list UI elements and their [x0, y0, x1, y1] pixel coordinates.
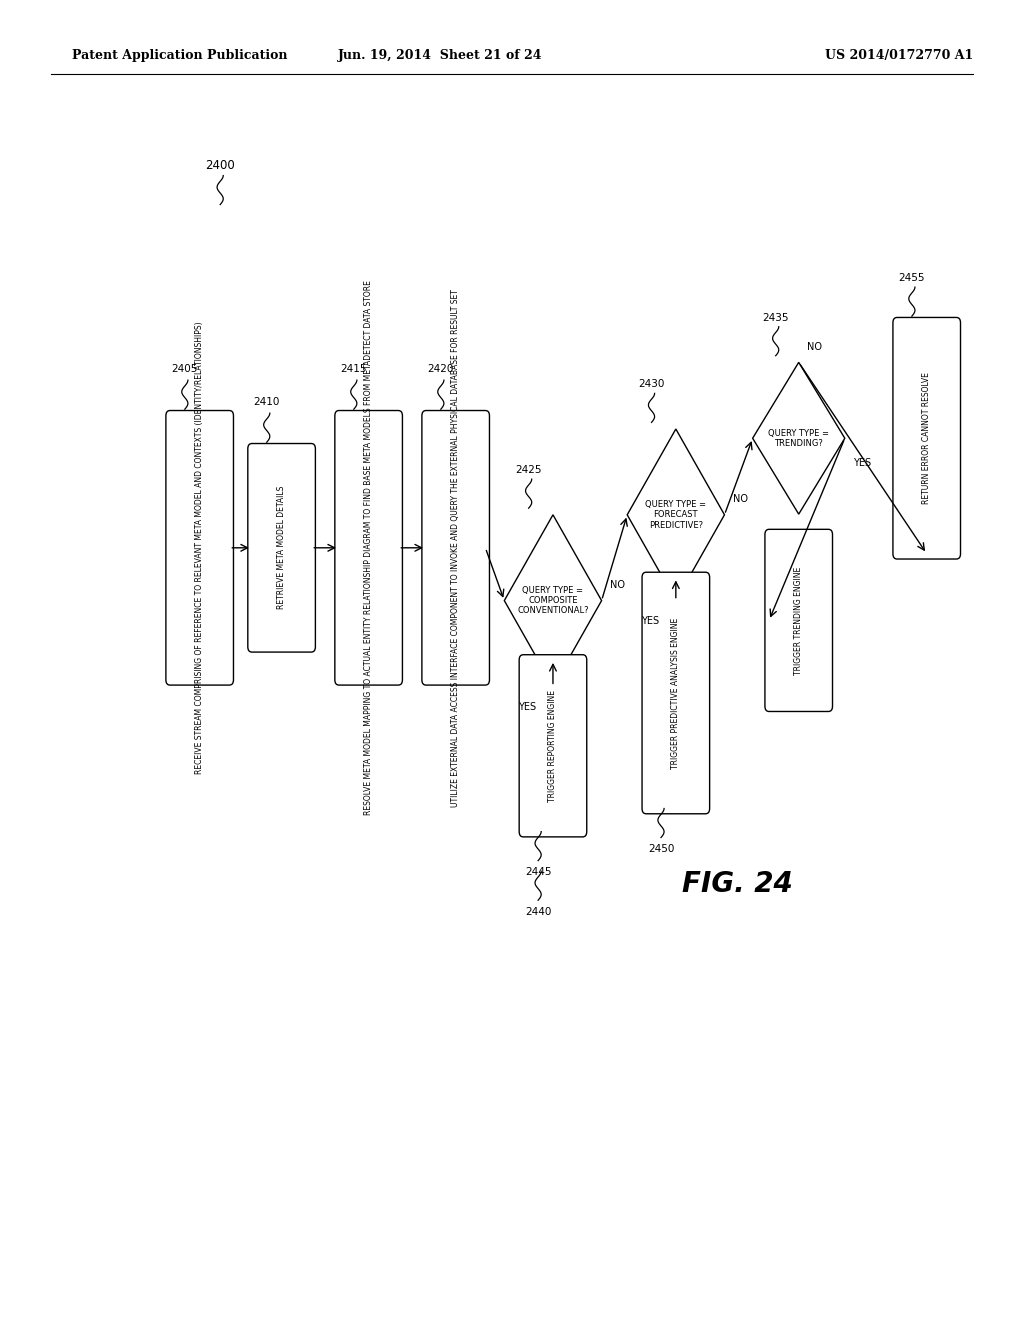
Text: TRIGGER REPORTING ENGINE: TRIGGER REPORTING ENGINE [549, 690, 557, 801]
Text: TRIGGER TRENDING ENGINE: TRIGGER TRENDING ENGINE [795, 566, 803, 675]
Text: 2450: 2450 [648, 845, 674, 854]
Text: NO: NO [610, 579, 625, 590]
Text: UTILIZE EXTERNAL DATA ACCESS INTERFACE COMPONENT TO INVOKE AND QUERY THE EXTERNA: UTILIZE EXTERNAL DATA ACCESS INTERFACE C… [452, 289, 460, 807]
Text: 2425: 2425 [515, 465, 542, 475]
FancyBboxPatch shape [335, 411, 402, 685]
Polygon shape [627, 429, 725, 601]
Text: YES: YES [853, 458, 871, 469]
Text: Patent Application Publication: Patent Application Publication [72, 49, 287, 62]
Text: YES: YES [641, 616, 659, 627]
Text: QUERY TYPE =
COMPOSITE
CONVENTIONAL?: QUERY TYPE = COMPOSITE CONVENTIONAL? [517, 586, 589, 615]
Text: NO: NO [807, 342, 822, 351]
Text: 2440: 2440 [525, 907, 551, 917]
Text: 2455: 2455 [899, 273, 925, 282]
Text: 2410: 2410 [254, 396, 280, 407]
Text: RESOLVE META MODEL MAPPING TO ACTUAL ENTITY RELATIONSHIP DIAGRAM TO FIND BASE ME: RESOLVE META MODEL MAPPING TO ACTUAL ENT… [365, 280, 373, 816]
FancyBboxPatch shape [765, 529, 833, 711]
Text: 2445: 2445 [525, 867, 551, 878]
Polygon shape [505, 515, 602, 686]
Text: 2400: 2400 [205, 158, 236, 172]
FancyBboxPatch shape [248, 444, 315, 652]
Text: 2415: 2415 [341, 363, 367, 374]
Text: TRIGGER PREDICTIVE ANALYSIS ENGINE: TRIGGER PREDICTIVE ANALYSIS ENGINE [672, 618, 680, 768]
Text: 2435: 2435 [763, 313, 788, 322]
Text: NO: NO [733, 494, 748, 504]
Polygon shape [753, 362, 845, 513]
Text: RETURN ERROR CANNOT RESOLVE: RETURN ERROR CANNOT RESOLVE [923, 372, 931, 504]
Text: Jun. 19, 2014  Sheet 21 of 24: Jun. 19, 2014 Sheet 21 of 24 [338, 49, 543, 62]
FancyBboxPatch shape [642, 573, 710, 813]
Text: US 2014/0172770 A1: US 2014/0172770 A1 [824, 49, 973, 62]
FancyBboxPatch shape [422, 411, 489, 685]
Text: 2430: 2430 [638, 379, 665, 389]
FancyBboxPatch shape [166, 411, 233, 685]
Text: YES: YES [518, 702, 537, 713]
Text: 2405: 2405 [172, 363, 198, 374]
Text: FIG. 24: FIG. 24 [682, 870, 793, 899]
Text: QUERY TYPE =
TRENDING?: QUERY TYPE = TRENDING? [768, 429, 829, 447]
FancyBboxPatch shape [519, 655, 587, 837]
Text: 2420: 2420 [428, 363, 454, 374]
Text: RECEIVE STREAM COMPRISING OF REFERENCE TO RELEVANT META MODEL AND CONTEXTS (IDEN: RECEIVE STREAM COMPRISING OF REFERENCE T… [196, 322, 204, 774]
Text: QUERY TYPE =
FORECAST
PREDICTIVE?: QUERY TYPE = FORECAST PREDICTIVE? [645, 500, 707, 529]
Text: RETRIEVE META MODEL DETAILS: RETRIEVE META MODEL DETAILS [278, 486, 286, 610]
FancyBboxPatch shape [893, 317, 961, 560]
